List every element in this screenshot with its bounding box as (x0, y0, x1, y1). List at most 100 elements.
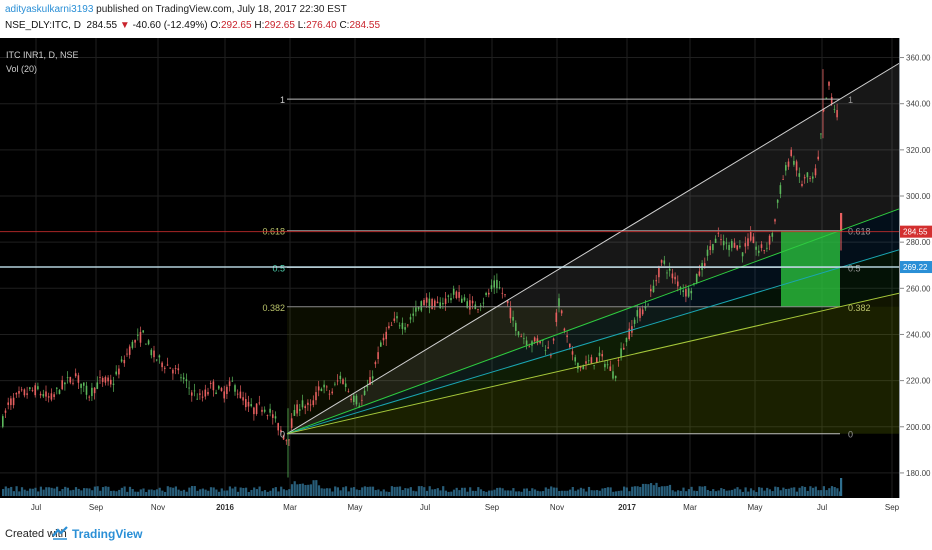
volume-bar (747, 491, 750, 496)
volume-bar (196, 490, 199, 496)
price-axis-background (900, 38, 932, 516)
candle-body (199, 393, 201, 395)
candle-body (512, 316, 514, 321)
y-tick-label: 220.00 (906, 377, 931, 386)
volume-bar (798, 487, 801, 496)
candle-body (169, 367, 171, 369)
volume-bar (436, 488, 439, 496)
volume-bar (560, 490, 564, 496)
candle-body (207, 391, 209, 395)
retracement-zone-low (287, 306, 899, 434)
candle-body (447, 295, 450, 297)
candle-body (660, 260, 663, 263)
candle-body (110, 379, 112, 385)
candle-body (7, 402, 9, 405)
volume-bar (385, 491, 388, 496)
volume-bar (585, 491, 588, 496)
volume-bar (326, 488, 329, 496)
volume-bar (755, 491, 758, 496)
volume-bar (301, 483, 304, 496)
high-value: 292.65 (264, 20, 295, 31)
candle-body (579, 366, 582, 368)
volume-bar (185, 491, 188, 496)
candle-body (12, 397, 15, 406)
volume-label: Vol (20) (6, 64, 37, 74)
candle-body (698, 271, 701, 276)
volume-bar (155, 489, 159, 496)
candle-body (85, 385, 88, 395)
volume-bar (350, 487, 353, 496)
candle-body (496, 279, 498, 289)
volume-bar (663, 486, 666, 496)
candle-body (250, 404, 252, 407)
volume-bar (145, 491, 148, 496)
volume-bar (655, 482, 658, 496)
volume-bar (504, 490, 507, 496)
candle-body (285, 440, 288, 442)
candle-body (776, 199, 779, 203)
level-price-label: 269.22 (903, 263, 928, 272)
volume-bar (650, 483, 653, 496)
publish-text: published on TradingView.com, July 18, 2… (96, 4, 347, 15)
volume-bar (712, 489, 715, 496)
candle-body (47, 396, 50, 398)
tradingview-brand[interactable]: TradingView (72, 527, 143, 541)
volume-bar (668, 484, 672, 496)
candle-body (690, 290, 693, 294)
volume-bar (509, 490, 512, 496)
volume-bar (525, 488, 528, 496)
candle-body (263, 409, 266, 412)
candle-body (174, 367, 177, 369)
candle-body (752, 236, 755, 244)
candle-body (180, 377, 182, 379)
candle-body (272, 414, 274, 418)
volume-bar (328, 488, 331, 496)
volume-bar (282, 489, 285, 496)
price-chart[interactable]: 10.6180.50.382010.6180.50.3820284.55269.… (0, 38, 932, 516)
candle-body (88, 396, 90, 398)
x-tick-label: May (347, 503, 362, 512)
candle-body (817, 156, 819, 160)
volume-bar (671, 490, 674, 496)
volume-bar (347, 491, 350, 496)
candle-body (533, 337, 536, 342)
volume-bar (317, 485, 321, 496)
volume-bar (50, 487, 53, 496)
x-tick-label: Jul (420, 503, 430, 512)
candle-body (479, 305, 482, 307)
volume-bar (817, 490, 820, 496)
candle-body (288, 439, 290, 441)
candle-body (353, 395, 355, 402)
chart-background (0, 38, 900, 516)
candle-body (596, 357, 598, 363)
candle-body (679, 287, 682, 290)
volume-bar (396, 486, 399, 496)
candle-body (344, 383, 347, 387)
candle-body (633, 319, 636, 324)
candle-body (234, 385, 236, 392)
candle-body (374, 362, 377, 365)
candle-body (733, 242, 736, 248)
fib-level-label: 1 (280, 95, 285, 105)
volume-bar (704, 486, 707, 496)
volume-bar (722, 489, 726, 496)
candle-body (830, 97, 833, 105)
volume-bar (641, 483, 645, 496)
candle-body (425, 297, 428, 303)
volume-bar (463, 487, 466, 496)
fan-level-label: 0.5 (848, 264, 861, 274)
volume-bar (255, 489, 258, 496)
volume-bar (490, 490, 493, 496)
volume-bar (174, 486, 177, 496)
volume-bar (401, 490, 404, 496)
candle-body (647, 304, 649, 306)
volume-bar (66, 487, 69, 496)
volume-bar (814, 486, 817, 496)
author-link[interactable]: adityaskulkarni3193 (5, 4, 94, 15)
x-tick-label: Mar (683, 503, 697, 512)
volume-bar (374, 490, 377, 496)
candle-body (118, 368, 120, 375)
volume-bar (466, 491, 469, 496)
volume-bar (169, 487, 172, 496)
volume-bar (220, 488, 223, 496)
